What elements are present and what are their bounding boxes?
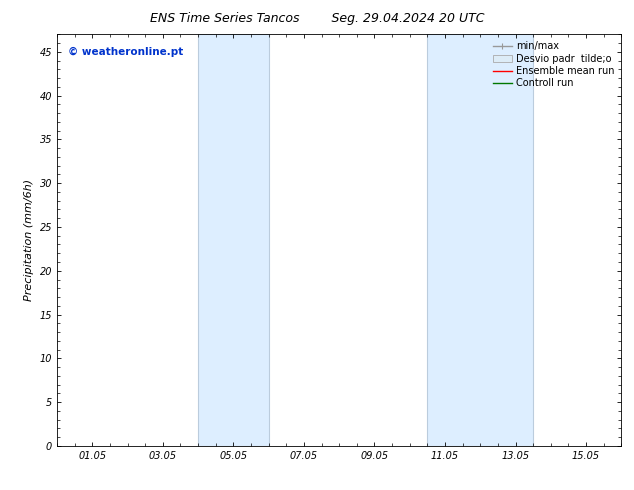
Text: © weatheronline.pt: © weatheronline.pt — [68, 47, 184, 57]
Bar — [427, 34, 533, 446]
Y-axis label: Precipitation (mm/6h): Precipitation (mm/6h) — [24, 179, 34, 301]
Text: ENS Time Series Tancos        Seg. 29.04.2024 20 UTC: ENS Time Series Tancos Seg. 29.04.2024 2… — [150, 12, 484, 25]
Legend: min/max, Desvio padr  tilde;o, Ensemble mean run, Controll run: min/max, Desvio padr tilde;o, Ensemble m… — [491, 39, 616, 90]
Bar — [198, 34, 269, 446]
